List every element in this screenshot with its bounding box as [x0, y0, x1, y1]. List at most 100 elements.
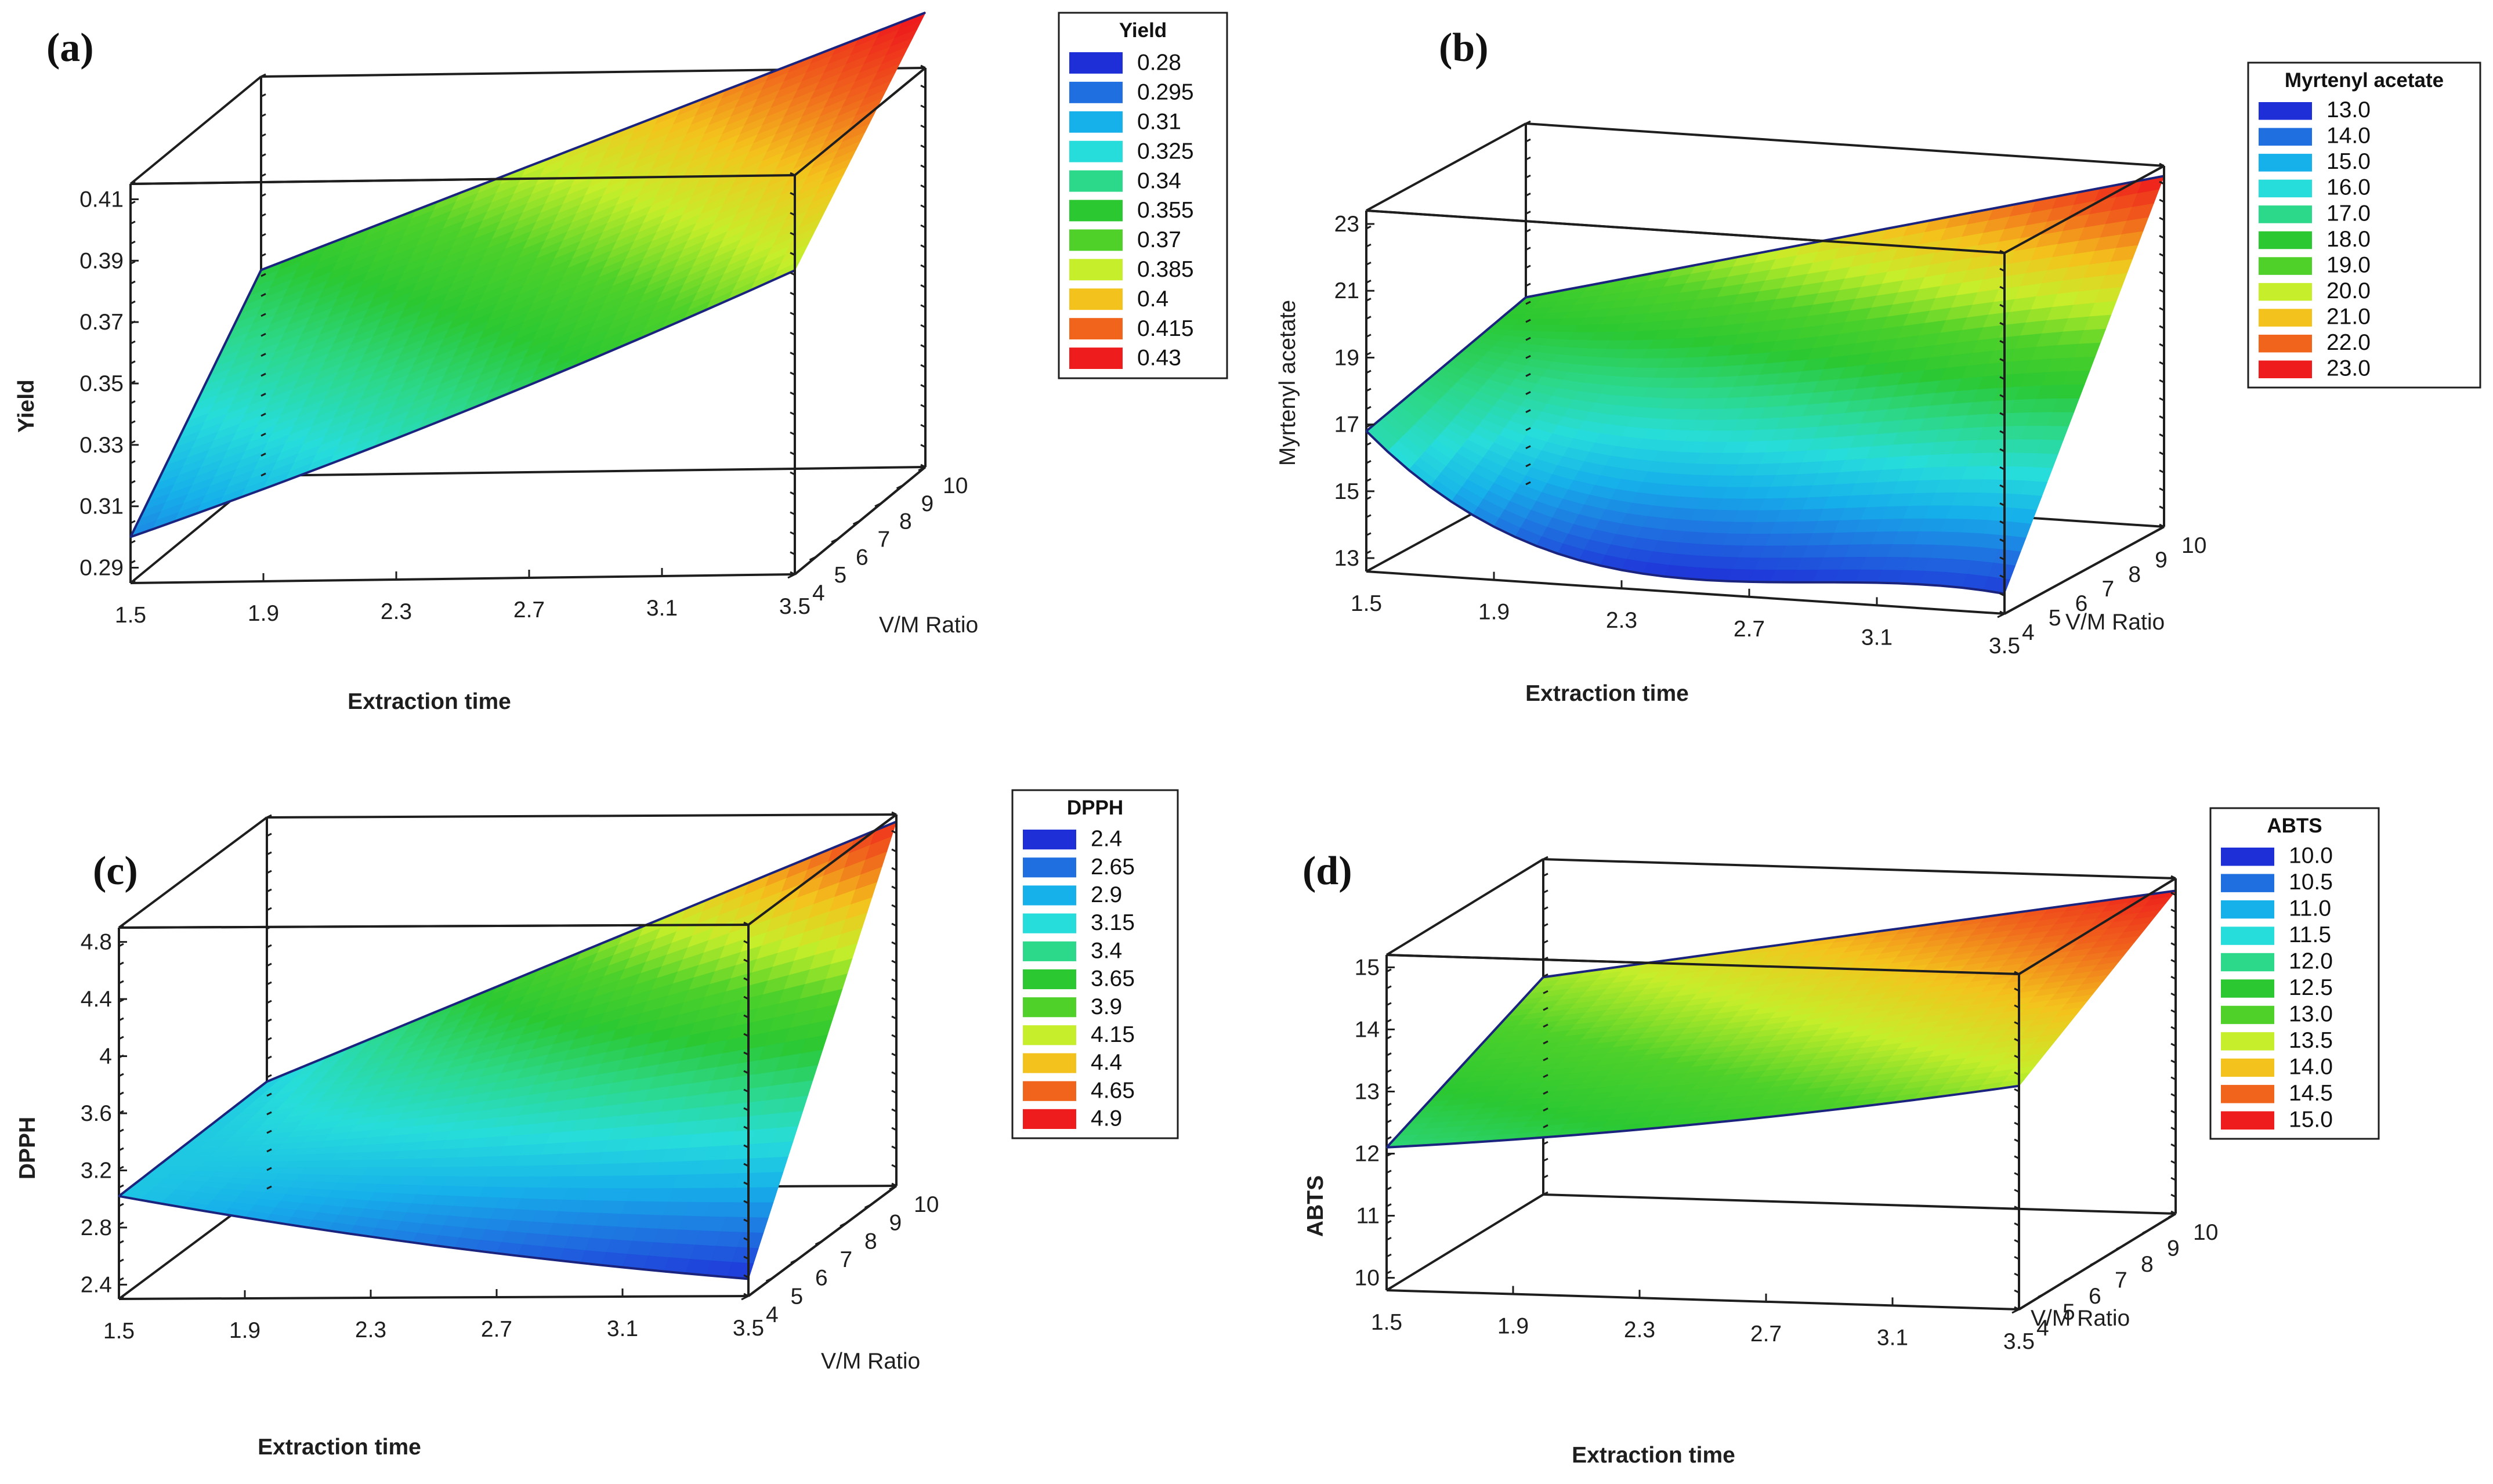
legend-label: 17.0 [2326, 201, 2371, 226]
legend-swatch [1069, 259, 1123, 281]
legend-title: Yield [1119, 19, 1167, 42]
legend-label: 0.385 [1137, 257, 1194, 282]
y-tick-label: 5 [2049, 606, 2061, 631]
minor-tick [2170, 1127, 2176, 1131]
minor-tick [130, 440, 136, 444]
z-tick-label: 15 [1334, 479, 1359, 504]
surface-front-edge [1365, 430, 2005, 595]
minor-tick [743, 1051, 749, 1056]
minor-tick [260, 293, 266, 297]
y-tick [2130, 540, 2138, 546]
minor-tick [1543, 1023, 1548, 1028]
minor-tick [266, 1185, 272, 1190]
legend-label: 4.15 [1091, 1022, 1135, 1047]
y-tick-label: 9 [2155, 548, 2168, 573]
y-tick-label: 6 [2089, 1284, 2101, 1309]
minor-tick [1525, 229, 1531, 233]
y-tick [2168, 1212, 2176, 1218]
legend-swatch [1069, 318, 1123, 340]
y-tick-label: 6 [856, 545, 869, 570]
legend-label: 15.0 [2326, 149, 2371, 174]
surface-patch [732, 1247, 759, 1264]
minor-tick [1543, 1040, 1548, 1045]
z-axis-label: Myrtenyl acetate [1275, 300, 1300, 466]
z-tick-label: 13 [1334, 546, 1359, 571]
minor-tick [1386, 1069, 1392, 1073]
minor-tick [920, 384, 926, 388]
minor-tick [743, 996, 749, 1000]
minor-tick [1366, 298, 1372, 302]
minor-tick [2014, 1055, 2020, 1059]
minor-tick [2159, 162, 2165, 167]
minor-tick [790, 431, 795, 436]
minor-tick [790, 292, 795, 296]
legend-label: 10.0 [2289, 844, 2333, 868]
minor-tick [2170, 1009, 2176, 1014]
surface-back-edge [260, 11, 926, 272]
y-tick-label: 5 [834, 563, 847, 588]
legend-swatch [1069, 200, 1123, 222]
y-tick-label: 9 [921, 491, 934, 516]
minor-tick [920, 164, 926, 169]
legend-label: 13.5 [2289, 1028, 2333, 1053]
minor-tick [2170, 1093, 2176, 1098]
minor-tick [2014, 1222, 2020, 1226]
y-tick [2011, 1308, 2020, 1314]
legend-label: 0.28 [1137, 50, 1181, 75]
z-tick-label: 0.33 [79, 433, 124, 458]
y-tick-label: 5 [791, 1284, 804, 1309]
y-tick-label: 10 [914, 1192, 939, 1217]
y-tick-label: 8 [864, 1229, 877, 1254]
box-edge-front [2018, 877, 2177, 975]
minor-tick [743, 1070, 749, 1074]
minor-tick [266, 1130, 272, 1134]
minor-tick [266, 962, 272, 967]
minor-tick [790, 231, 795, 236]
z-tick-label: 23 [1334, 212, 1359, 237]
legend-swatch [1023, 1025, 1076, 1045]
z-tick-label: 0.31 [79, 494, 124, 519]
minor-tick [118, 961, 124, 966]
minor-tick [118, 1147, 124, 1152]
box-edge [1385, 1193, 1544, 1291]
minor-tick [118, 980, 124, 984]
legend-swatch [1023, 1081, 1076, 1101]
minor-tick [2170, 1043, 2176, 1047]
legend-swatch [2259, 179, 2312, 198]
minor-tick [266, 1018, 272, 1023]
y-tick-label: 7 [840, 1247, 853, 1272]
minor-tick [266, 1074, 272, 1078]
minor-tick [118, 924, 124, 929]
minor-tick [130, 301, 136, 305]
legend-label: 18.0 [2326, 227, 2371, 252]
minor-tick [1525, 391, 1531, 395]
z-tick-label: 11 [1356, 1204, 1380, 1229]
minor-tick [2159, 505, 2165, 510]
minor-tick [260, 313, 266, 317]
y-tick [852, 520, 861, 525]
minor-tick [1525, 301, 1531, 305]
minor-tick [260, 133, 266, 137]
minor-tick [1999, 448, 2005, 453]
minor-tick [266, 981, 272, 986]
box-edge-front [118, 924, 749, 929]
box-edge [1366, 570, 2005, 615]
minor-tick [920, 224, 926, 229]
surface-back-edge [1525, 175, 2165, 299]
y-tick [815, 1240, 823, 1246]
z-tick-label: 0.39 [79, 248, 124, 273]
minor-tick [1366, 406, 1372, 410]
minor-tick [130, 260, 136, 265]
legend-label: 2.9 [1091, 882, 1122, 907]
minor-tick [743, 1218, 749, 1223]
minor-tick [1525, 354, 1531, 359]
minor-tick [1366, 514, 1372, 519]
minor-tick [1386, 1119, 1392, 1124]
legend-label: 0.34 [1137, 168, 1181, 193]
y-tick-label: 4 [766, 1302, 779, 1327]
minor-tick [743, 958, 749, 963]
box-edge-front [1386, 954, 2020, 975]
y-tick-label: 4 [2022, 620, 2035, 645]
panel-label: (b) [1439, 26, 1489, 70]
x-tick-label: 3.1 [1877, 1325, 1908, 1350]
